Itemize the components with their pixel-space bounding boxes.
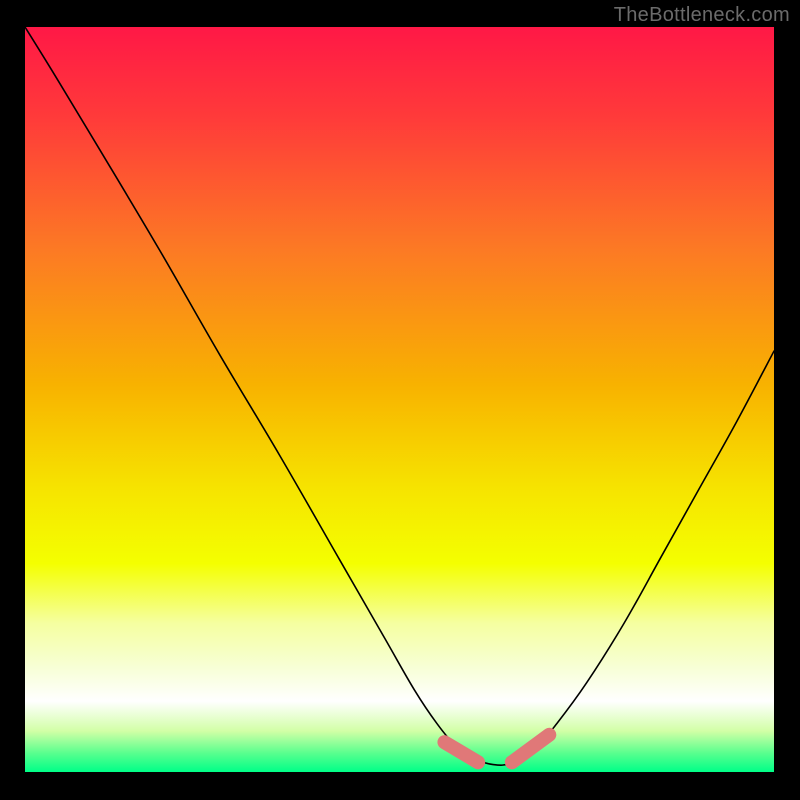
watermark-text: TheBottleneck.com (614, 4, 790, 27)
chart-container: TheBottleneck.com (0, 0, 800, 800)
bottleneck-chart (0, 0, 800, 800)
plot-area (25, 27, 774, 772)
